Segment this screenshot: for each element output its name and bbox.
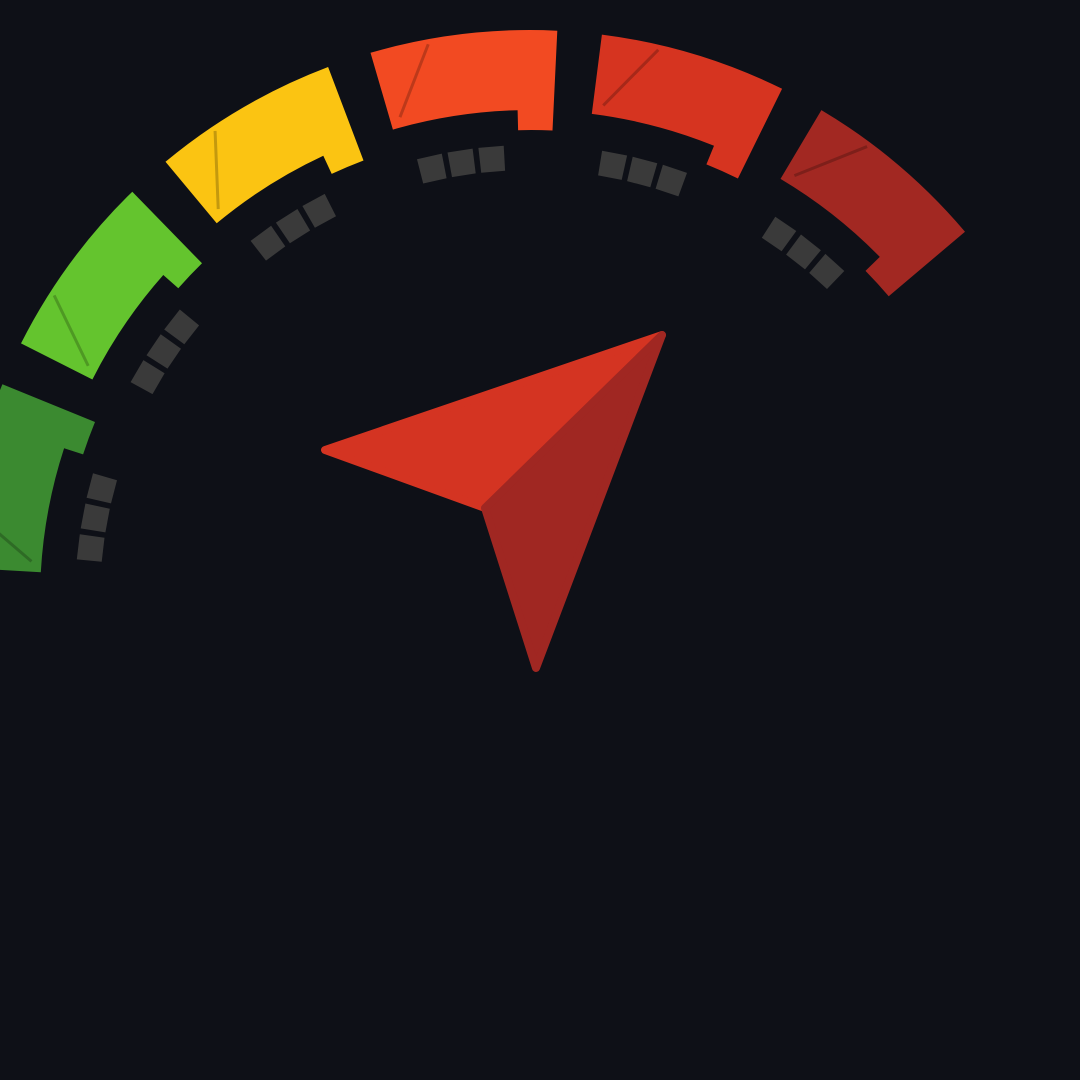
segment-3-texture-line [213, 130, 220, 210]
gauge-tick [761, 216, 797, 252]
segment-2-texture-line [52, 294, 90, 367]
segment-5 [591, 34, 783, 179]
gauge-tick [76, 534, 105, 562]
segment-3 [165, 67, 364, 224]
gauge-tick [146, 334, 181, 369]
segment-4-texture-line [398, 43, 430, 118]
gauge-tick [809, 253, 845, 289]
gauge-ticks [76, 145, 845, 562]
gauge-tick [786, 234, 821, 270]
segment-1 [0, 384, 95, 573]
gauge-tick [164, 309, 200, 345]
navigation-arrow-icon [321, 331, 666, 672]
segment-6 [780, 110, 965, 297]
gauge-tick [130, 360, 165, 395]
gauge-segments [0, 30, 965, 573]
gauge-tick [302, 193, 336, 228]
segment-2 [21, 191, 202, 380]
gauge-tick [250, 225, 286, 261]
gauge-tick [598, 150, 628, 180]
gauge-tick [275, 209, 311, 244]
segment-1-texture-line [0, 532, 33, 563]
gauge-tick [417, 153, 447, 184]
segment-6-texture-line [793, 145, 868, 178]
gauge-tick [86, 473, 117, 504]
gauge-tick [627, 156, 658, 188]
arrow-dark-half [481, 331, 666, 672]
segment-4 [370, 30, 558, 131]
gauge-tick [80, 503, 110, 533]
gauge-tick [478, 145, 506, 173]
segment-5-texture-line [602, 48, 660, 107]
gauge-tick [447, 148, 476, 178]
gauge-tick [655, 164, 687, 197]
